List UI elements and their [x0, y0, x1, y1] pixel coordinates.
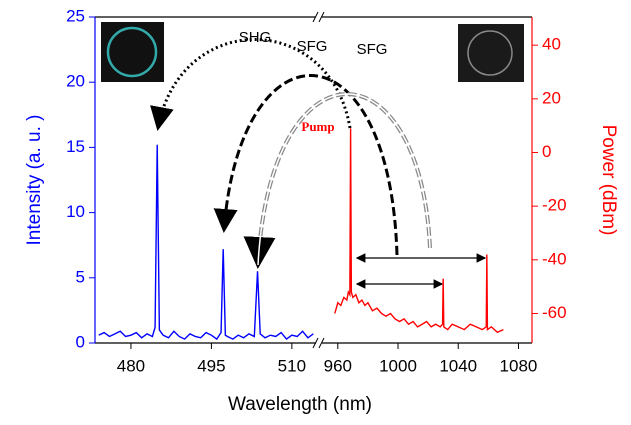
inset-image: [101, 22, 164, 82]
spectrum-line: [98, 144, 314, 341]
shg-arrow: [150, 38, 352, 131]
y2-tick-label: -60: [542, 303, 567, 322]
x-tick-label: 960: [324, 356, 352, 375]
inset-image: [458, 24, 524, 82]
sfg-arrow-inner: [257, 93, 431, 266]
y2-tick-label: -20: [542, 196, 567, 215]
x-tick-label: 510: [278, 356, 306, 375]
y-tick-label: 20: [66, 72, 85, 91]
y2-tick-label: -40: [542, 249, 567, 268]
axis-break: [318, 11, 325, 23]
x-tick-label: 1000: [379, 356, 417, 375]
sfg-arrow: [213, 74, 399, 256]
y-tick-label: 25: [66, 6, 85, 25]
annotation: SHG: [239, 29, 272, 46]
spectrum-line: [334, 128, 504, 334]
axis-break: [312, 337, 319, 349]
annotation: SFG: [357, 41, 388, 58]
axis-break: [318, 337, 325, 349]
x-tick-label: 495: [197, 356, 225, 375]
y-tick-label: 0: [76, 332, 85, 351]
y-tick-label: 5: [76, 267, 85, 286]
y2-tick-label: 0: [542, 142, 551, 161]
x-tick-label: 1080: [500, 356, 538, 375]
x-tick-label: 480: [117, 356, 145, 375]
y-tick-label: 15: [66, 137, 85, 156]
axis-break: [312, 11, 319, 23]
y-axis-label: Intensity (a. u. ): [24, 115, 45, 246]
sfg-arrow: [243, 92, 432, 269]
x-axis-label: Wavelength (nm): [228, 394, 372, 415]
y2-tick-label: 20: [542, 88, 561, 107]
inset-ring: [106, 26, 158, 78]
y2-axis-label: Power (dBm): [598, 125, 619, 236]
annotation: Pump: [301, 119, 334, 134]
x-tick-label: 1040: [439, 356, 477, 375]
annotation: SFG: [297, 38, 328, 55]
y-tick-label: 10: [66, 202, 85, 221]
inset-ring: [467, 30, 513, 76]
y2-tick-label: 40: [542, 35, 561, 54]
